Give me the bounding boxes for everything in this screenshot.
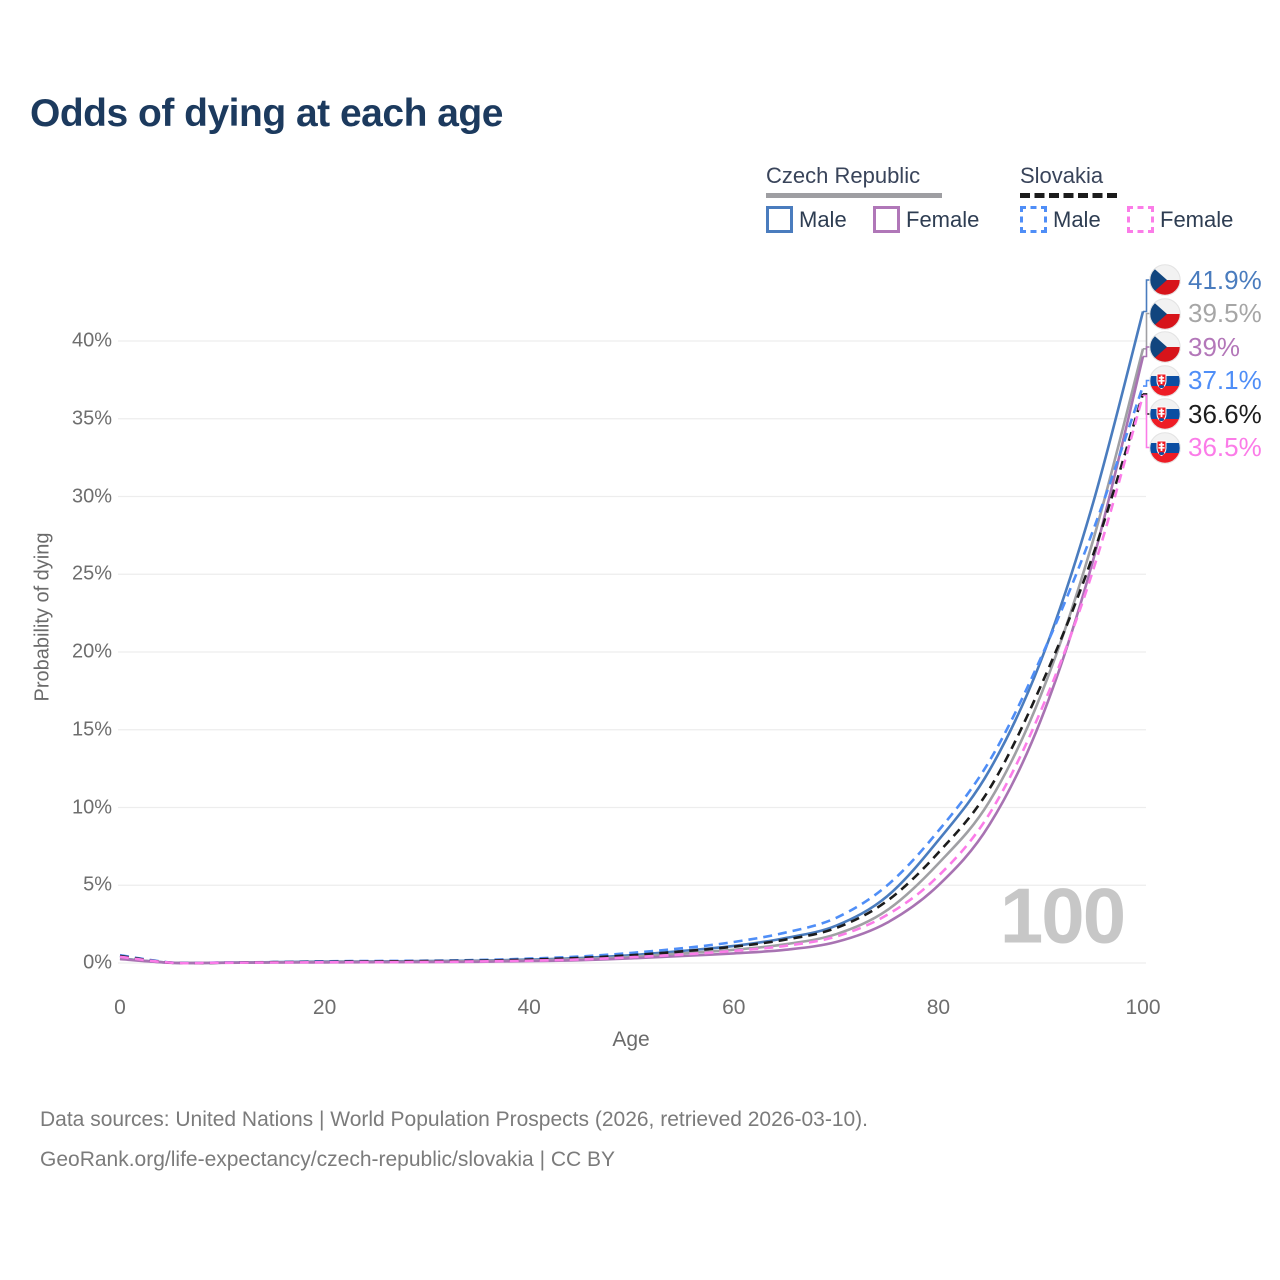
x-tick-label: 0 [114,996,126,1019]
page-title: Odds of dying at each age [30,92,503,135]
legend-item-sk-male[interactable]: Male [1020,206,1101,233]
end-label-connector [1143,379,1150,387]
end-label-connector [1143,346,1150,358]
flag-cz-icon [1149,264,1181,296]
y-tick-label: 20% [71,640,112,663]
flag-sk-icon [1149,364,1181,397]
y-tick-label: 5% [83,873,112,896]
end-label-value: 41.9% [1188,264,1262,295]
legend-group-slovakia: Slovakia [1020,163,1104,188]
series-line-czech-republic-both-sexes [119,348,1145,965]
legend-item-sk-female[interactable]: Female [1127,206,1233,233]
legend-item-label: Male [1053,206,1101,232]
legend-item-label: Male [799,206,847,232]
y-tick-label: 0% [83,951,112,974]
footer-line1: Data sources: United Nations | World Pop… [40,1108,869,1131]
sk-female-swatch-icon [1127,206,1154,233]
flag-sk-icon [1149,431,1181,464]
end-label-value: 36.6% [1188,398,1262,429]
end-label-connector [1143,279,1150,313]
x-tick-label: 40 [517,996,541,1019]
end-label-value: 37.1% [1188,365,1262,395]
legend-group-czech-republic: Czech Republic [766,163,921,188]
cz-male-swatch-icon [766,206,793,233]
flag-sk-icon [1149,398,1181,430]
end-label-value: 39% [1188,331,1241,362]
y-tick-label: 30% [71,485,112,507]
legend-item-label: Female [906,206,980,232]
x-tick-label: 60 [722,996,746,1019]
y-tick-label: 10% [71,796,112,818]
y-tick-label: 25% [71,562,112,585]
legend-item-cz-female[interactable]: Female [873,206,979,233]
y-tick-label: 35% [71,407,112,430]
end-label-connector [1143,394,1150,449]
end-label-slovakia-female: 36.5% [1149,431,1262,464]
y-tick-label: 40% [71,329,112,352]
legend-underline-solid-line-icon [766,193,942,198]
end-label-czech-republic-both-sexes: 39.5% [1149,297,1262,330]
x-tick-label: 100 [1125,996,1161,1019]
end-label-slovakia-male: 37.1% [1149,364,1262,397]
cz-female-swatch-icon [873,206,900,233]
y-tick-label: 15% [71,718,112,741]
series-line-czech-republic-male [119,311,1145,965]
end-label-slovakia-both-sexes: 36.6% [1149,398,1262,430]
end-label-value: 36.5% [1188,432,1262,462]
series-line-czech-republic-female [119,356,1145,965]
end-label-czech-republic-male: 41.9% [1149,264,1262,296]
series-line-slovakia-female [119,395,1145,965]
legend-item-cz-male[interactable]: Male [766,206,847,233]
series-line-slovakia-male [119,385,1145,965]
end-label-czech-republic-female: 39% [1149,331,1240,363]
legend-underline-dashed-line-icon [1020,193,1117,198]
sk-male-swatch-icon [1020,206,1047,233]
x-tick-label: 20 [312,996,337,1019]
series-line-slovakia-both-sexes [119,393,1145,965]
flag-cz-icon [1149,331,1181,363]
x-tick-label: 80 [926,996,951,1019]
end-label-value: 39.5% [1188,298,1262,328]
footer-line2: GeoRank.org/life-expectancy/czech-republ… [40,1148,616,1171]
x-axis-title: Age [612,1028,650,1051]
flag-cz-icon [1149,297,1181,330]
end-label-connector [1143,312,1150,350]
legend-item-label: Female [1160,206,1234,232]
age-counter-watermark: 100 [999,871,1126,960]
